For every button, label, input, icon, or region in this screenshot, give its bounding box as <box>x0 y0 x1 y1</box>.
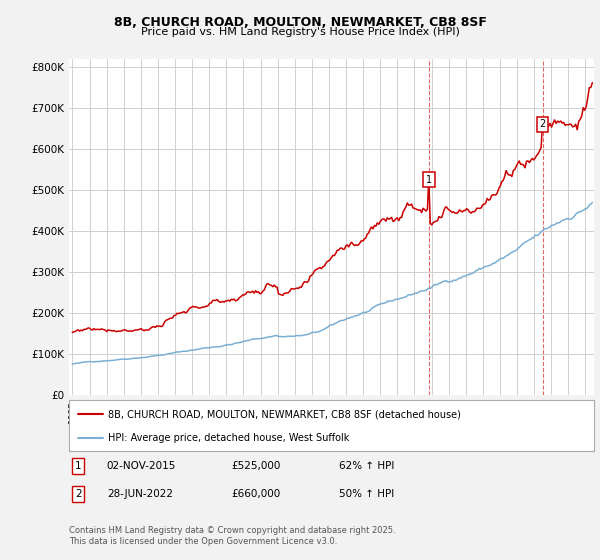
Text: 1: 1 <box>426 175 432 185</box>
Text: 2: 2 <box>539 119 545 129</box>
Text: 02-NOV-2015: 02-NOV-2015 <box>107 461 176 471</box>
Text: £525,000: £525,000 <box>231 461 280 471</box>
Text: £660,000: £660,000 <box>231 489 280 499</box>
Text: HPI: Average price, detached house, West Suffolk: HPI: Average price, detached house, West… <box>109 433 350 443</box>
Text: 28-JUN-2022: 28-JUN-2022 <box>107 489 173 499</box>
Text: Contains HM Land Registry data © Crown copyright and database right 2025.
This d: Contains HM Land Registry data © Crown c… <box>69 526 395 546</box>
Text: 62% ↑ HPI: 62% ↑ HPI <box>339 461 394 471</box>
Text: 1: 1 <box>75 461 82 471</box>
Text: 50% ↑ HPI: 50% ↑ HPI <box>339 489 394 499</box>
Text: 8B, CHURCH ROAD, MOULTON, NEWMARKET, CB8 8SF (detached house): 8B, CHURCH ROAD, MOULTON, NEWMARKET, CB8… <box>109 409 461 419</box>
Text: 8B, CHURCH ROAD, MOULTON, NEWMARKET, CB8 8SF: 8B, CHURCH ROAD, MOULTON, NEWMARKET, CB8… <box>113 16 487 29</box>
Text: Price paid vs. HM Land Registry's House Price Index (HPI): Price paid vs. HM Land Registry's House … <box>140 27 460 37</box>
Text: 2: 2 <box>75 489 82 499</box>
